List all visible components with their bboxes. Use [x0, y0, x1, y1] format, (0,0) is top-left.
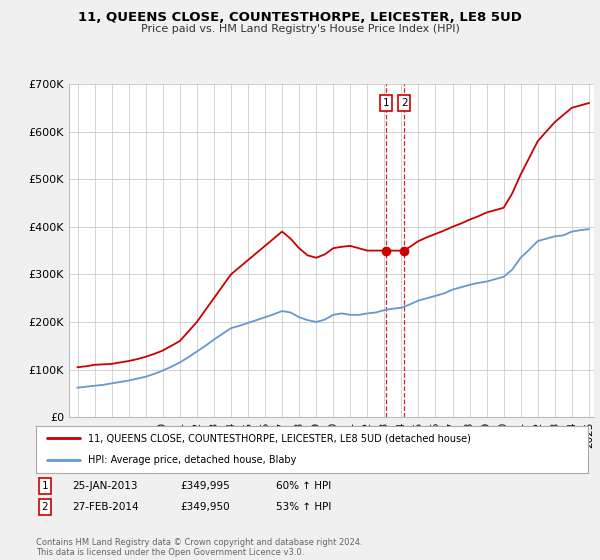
- Text: 27-FEB-2014: 27-FEB-2014: [72, 502, 139, 512]
- Text: 1: 1: [41, 481, 49, 491]
- Text: Price paid vs. HM Land Registry's House Price Index (HPI): Price paid vs. HM Land Registry's House …: [140, 24, 460, 34]
- Text: £349,995: £349,995: [180, 481, 230, 491]
- Text: 1: 1: [382, 98, 389, 108]
- Text: Contains HM Land Registry data © Crown copyright and database right 2024.
This d: Contains HM Land Registry data © Crown c…: [36, 538, 362, 557]
- Text: 2: 2: [401, 98, 407, 108]
- Text: 53% ↑ HPI: 53% ↑ HPI: [276, 502, 331, 512]
- Text: 25-JAN-2013: 25-JAN-2013: [72, 481, 137, 491]
- Text: 11, QUEENS CLOSE, COUNTESTHORPE, LEICESTER, LE8 5UD (detached house): 11, QUEENS CLOSE, COUNTESTHORPE, LEICEST…: [88, 433, 472, 444]
- Text: 11, QUEENS CLOSE, COUNTESTHORPE, LEICESTER, LE8 5UD: 11, QUEENS CLOSE, COUNTESTHORPE, LEICEST…: [78, 11, 522, 24]
- Text: £349,950: £349,950: [180, 502, 230, 512]
- Text: 2: 2: [41, 502, 49, 512]
- Text: HPI: Average price, detached house, Blaby: HPI: Average price, detached house, Blab…: [88, 455, 297, 465]
- Text: 60% ↑ HPI: 60% ↑ HPI: [276, 481, 331, 491]
